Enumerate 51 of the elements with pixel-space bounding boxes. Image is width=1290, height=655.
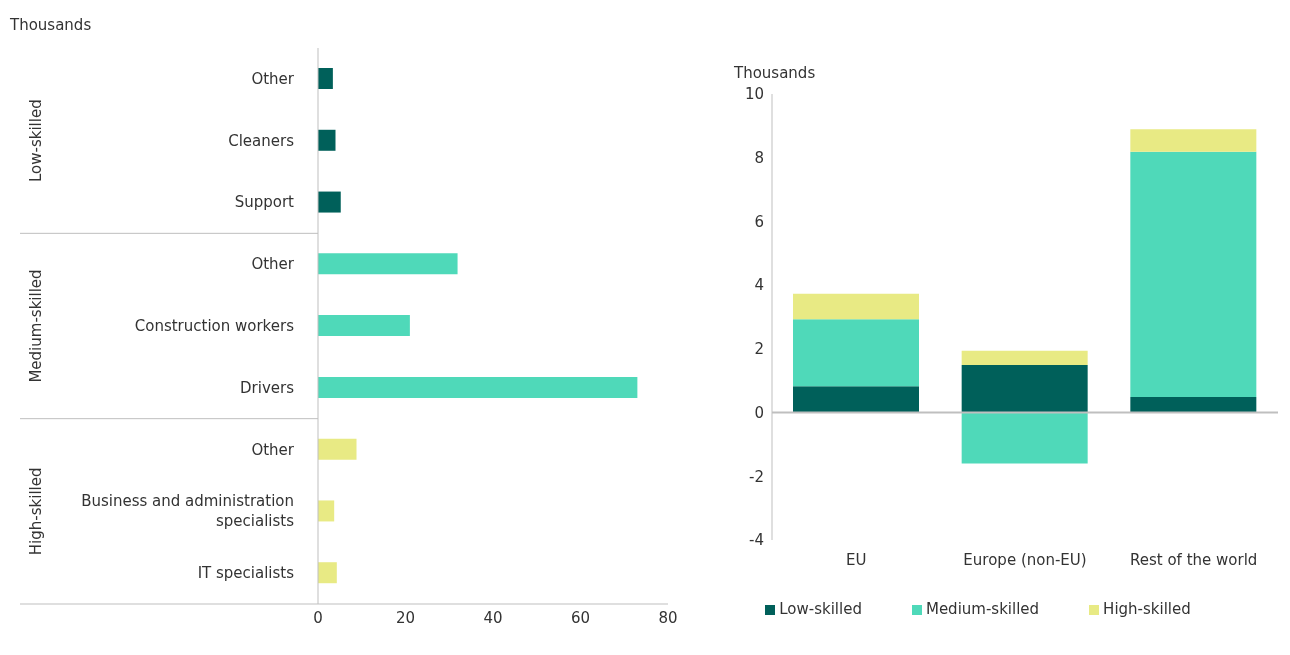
- y-tick-label: Construction workers: [134, 317, 295, 335]
- y-tick-label: Other: [251, 440, 295, 459]
- bar: [318, 562, 337, 584]
- x-tick-label: 40: [483, 608, 503, 627]
- y-tick-label: -4: [749, 531, 764, 550]
- bar: [1130, 129, 1257, 152]
- y-tick-label: 10: [744, 85, 764, 104]
- x-tick-label: 80: [658, 608, 678, 627]
- y-tick-label: Business and administration specialists: [81, 492, 295, 531]
- text: Medium-skilled: [27, 269, 45, 383]
- bar: [793, 293, 919, 320]
- y-tick-label: -2: [749, 467, 764, 486]
- bar: [318, 500, 335, 522]
- y-tick-label: 0: [754, 403, 764, 422]
- legend-label: Low-skilled: [779, 600, 862, 618]
- y-tick-label: Other: [251, 69, 295, 88]
- bar: [793, 319, 919, 387]
- text: High-skilled: [27, 467, 45, 556]
- y-axis-title: Thousands: [734, 64, 816, 82]
- text: Low-skilled: [27, 99, 45, 183]
- x-tick-label: 20: [395, 608, 416, 627]
- x-tick-label: 60: [570, 608, 591, 627]
- bar: [318, 68, 333, 89]
- y-tick-label: 2: [754, 340, 764, 359]
- bar: [1130, 396, 1257, 413]
- y-tick-label: Cleaners: [228, 131, 295, 150]
- y-tick-label: IT specialists: [197, 564, 295, 583]
- bar: [318, 129, 336, 151]
- bar: [961, 350, 1088, 366]
- bar: [1130, 151, 1257, 397]
- bar: [961, 412, 1088, 464]
- x-tick-label: Rest of the world: [1129, 550, 1258, 569]
- x-axis-title: Thousands: [10, 16, 92, 34]
- legend-label: High-skilled: [1103, 600, 1191, 618]
- x-tick-label: Europe (non-EU): [963, 550, 1087, 569]
- y-tick-label: 4: [754, 276, 764, 295]
- x-tick-label: EU: [846, 550, 867, 569]
- bar: [318, 253, 458, 275]
- y-tick-label: 6: [754, 212, 764, 231]
- legend-label: Medium-skilled: [925, 600, 1040, 618]
- x-tick-label: 0: [313, 608, 323, 627]
- y-tick-label: Other: [251, 255, 295, 274]
- bar: [318, 315, 410, 337]
- bar: [318, 376, 638, 398]
- y-tick-label: Drivers: [240, 378, 295, 397]
- bar: [318, 438, 357, 460]
- bar: [318, 191, 341, 213]
- y-tick-label: Support: [234, 193, 295, 212]
- y-tick-label: 8: [754, 149, 764, 168]
- bar: [961, 365, 1088, 413]
- bar: [793, 386, 919, 413]
